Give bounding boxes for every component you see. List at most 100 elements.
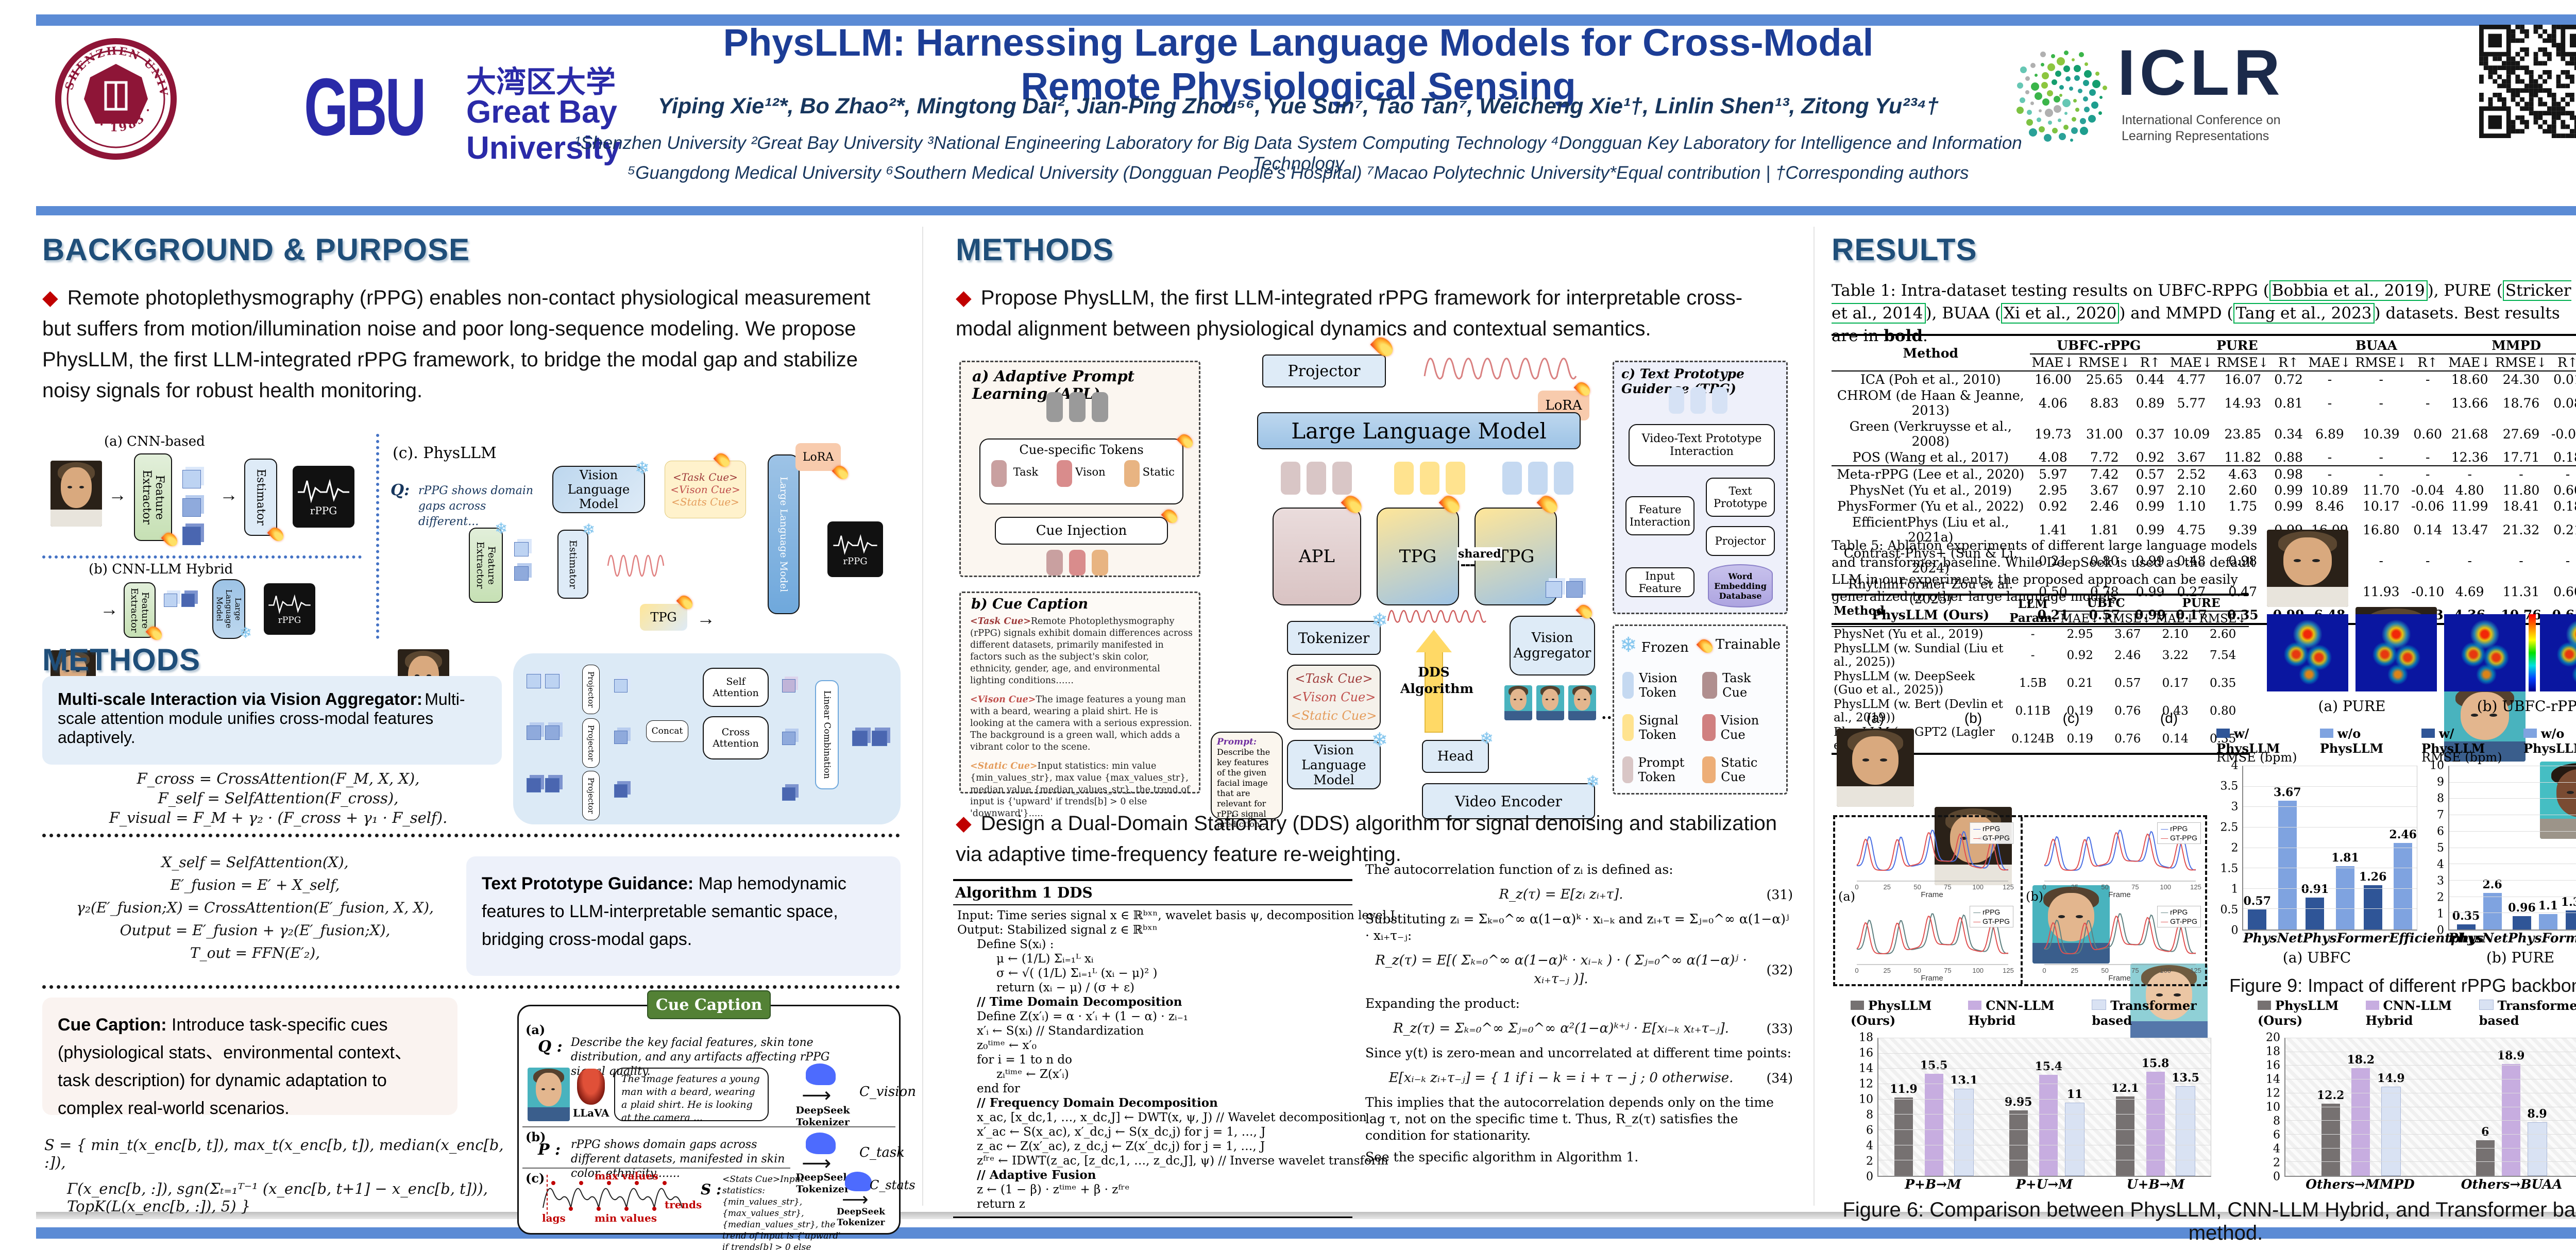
value-cell: 0.57 xyxy=(2114,677,2141,690)
svg-text:25: 25 xyxy=(2071,967,2078,974)
param-cell: - xyxy=(2030,628,2035,641)
value-cell: 16.00 xyxy=(2035,372,2072,387)
value-cell: 0.17 xyxy=(2162,677,2189,690)
iclr-dot xyxy=(2083,70,2092,78)
y-axis: 0 2 4 6 8 10 12 14 16 18 20 xyxy=(2258,1032,2284,1184)
bar xyxy=(1924,1074,1943,1176)
signal-panel-divider xyxy=(2021,817,2023,984)
gridline xyxy=(2243,908,2417,909)
value-cell: -0.06 xyxy=(2411,499,2445,514)
svg-text:75: 75 xyxy=(1944,883,1951,891)
fig1-hdivider xyxy=(42,555,362,559)
iclr-dot xyxy=(2038,109,2042,112)
face-shirt xyxy=(1568,711,1596,720)
llava-icon xyxy=(577,1069,605,1105)
cue-caption-items: <Task Cue>Remote Photoplethysmography (r… xyxy=(970,616,1193,827)
algorithm-line: μ ← (1/L) Σᵢ₌₁ᴸ xᵢ xyxy=(996,952,1094,966)
value-cell: 0.37 xyxy=(2136,426,2165,442)
legend-frozen-label: Frozen xyxy=(1641,640,1689,655)
value-cell: 0.92 xyxy=(2039,499,2067,514)
bar-value-label: 18.2 xyxy=(2347,1053,2375,1067)
diamond-bullet-icon: ◆ xyxy=(956,812,972,835)
y-tick-label: 2 xyxy=(2273,1156,2280,1170)
cue-caption-paragraph: <Vison Cue>The image features a young ma… xyxy=(970,694,1193,753)
value-cell: 0.99 xyxy=(2136,522,2165,537)
iclr-dot xyxy=(2058,118,2062,122)
gridline xyxy=(2285,1134,2576,1135)
legend-entry: w/o PhysLLM xyxy=(2523,726,2576,756)
value-cell: 0.01 xyxy=(2553,372,2576,387)
wed-label: Word Embedding Database xyxy=(1714,571,1767,601)
projector-box: Projector xyxy=(1262,354,1386,387)
gridline xyxy=(2285,1161,2576,1162)
video-frames xyxy=(1504,685,1596,720)
bar-column: 11 xyxy=(2065,1038,2085,1176)
value-cell: 0.34 xyxy=(2274,426,2303,442)
svg-text:50: 50 xyxy=(1913,883,1921,891)
bar-value-label: 15.8 xyxy=(2141,1057,2170,1071)
iclr-dot xyxy=(2035,74,2038,77)
value-cell: 11.82 xyxy=(2224,450,2262,465)
value-cell: 8.83 xyxy=(2090,395,2119,411)
table-row: CHROM (de Haan & Jeanne, 2013) 4.06 8.83 0.… xyxy=(1832,387,2576,418)
estimator-box: Estimator xyxy=(244,459,277,536)
iclr-dot xyxy=(2040,52,2046,58)
iclr-dot xyxy=(2025,76,2030,81)
value-cell: - xyxy=(2519,553,2523,568)
cue-paragraph-text: The image features a young man with a be… xyxy=(970,695,1192,752)
bar-value-label: 1.1 xyxy=(2538,899,2558,913)
value-cell: 2.60 xyxy=(2210,628,2236,641)
bar xyxy=(2512,916,2531,930)
bar-value-label: 1.34 xyxy=(2561,896,2576,909)
equation-line: E′_fusion = E′ + X_self, xyxy=(170,876,340,893)
background-heading: BACKGROUND & PURPOSE xyxy=(42,232,470,267)
table5-method-header: Method xyxy=(1834,604,1885,618)
table1-sub-header: R↑ xyxy=(2557,355,2576,370)
legend-entry: PhysLLM (Ours) xyxy=(1851,998,1955,1028)
face-head xyxy=(1573,688,1591,711)
tpg-tokens xyxy=(1666,387,1731,416)
derivation-block: The autocorrelation function of zᵢ is de… xyxy=(1365,856,1793,1171)
arrow-icon: ⟶ xyxy=(802,1084,832,1107)
bar-column: 1.81 xyxy=(2331,766,2359,930)
face-label: (c) xyxy=(2062,710,2080,726)
att-cubes-1 xyxy=(782,674,800,697)
face-shirt xyxy=(2444,741,2526,762)
table5-sub-header: MAE↓ xyxy=(2156,612,2195,626)
iclr-dot xyxy=(2029,128,2038,137)
face-eye xyxy=(2058,915,2065,918)
value-cell: - xyxy=(2327,467,2332,482)
x-category-label: P+U→M xyxy=(2015,1177,2073,1192)
qr-code-svg xyxy=(2479,25,2576,138)
signal-label-b: (b) xyxy=(2026,889,2044,904)
table-row: PhysFormer (Yu et al., 2022) 0.92 2.46 0.99… xyxy=(1832,498,2576,514)
method-cell: PhysLLM (w. DeepSeek (Guo et al., 2025)) xyxy=(1834,670,1975,697)
signal-legend: ― rPPG ― GT-PPG xyxy=(1970,906,2013,927)
iclr-dot xyxy=(2069,86,2073,91)
table-row: EfficientPhys (Liu et al., 2021a) 1.41 1.8… xyxy=(1832,514,2576,545)
figure6-chart-left: PhysLLM (Ours) CNN-LLM Hybrid Transformer … xyxy=(1851,998,2211,1195)
signal-legend: ― rPPG ― GT-PPG xyxy=(2157,822,2201,844)
face-shirt xyxy=(2540,819,2576,839)
gridline xyxy=(2285,1120,2576,1121)
table5-sub-header: MAE↓ xyxy=(2060,612,2100,626)
equation-number: (34) xyxy=(1766,1070,1793,1086)
y-tick-label: 6 xyxy=(2273,1128,2280,1142)
algorithm-line: x′_ac ← S(x_ac), x′_dc,j ← S(x_dc,j) for… xyxy=(977,1125,1266,1139)
bar xyxy=(2538,914,2557,930)
saliency-face xyxy=(2267,530,2348,607)
fig1-label-c: (c). PhysLLM xyxy=(393,444,497,462)
saliency-heatmap xyxy=(2355,614,2437,691)
deepseek-whale-icon xyxy=(845,1172,872,1191)
legend-swatch xyxy=(2479,1000,2494,1010)
bar xyxy=(2381,1086,2401,1176)
iclr-dot xyxy=(2065,76,2071,82)
table-row: Green (Verkruysse et al., 2008) 19.73 31.0… xyxy=(1832,418,2576,449)
qr-code xyxy=(2479,25,2576,138)
cue-specific-tokens-box: Cue-specific Tokens Task Vison Static xyxy=(979,438,1183,504)
task-cue-label: <Task Cue> xyxy=(673,471,738,483)
y-tick-label: 10 xyxy=(1859,1093,1873,1106)
value-cell: 0.97 xyxy=(2136,483,2165,498)
